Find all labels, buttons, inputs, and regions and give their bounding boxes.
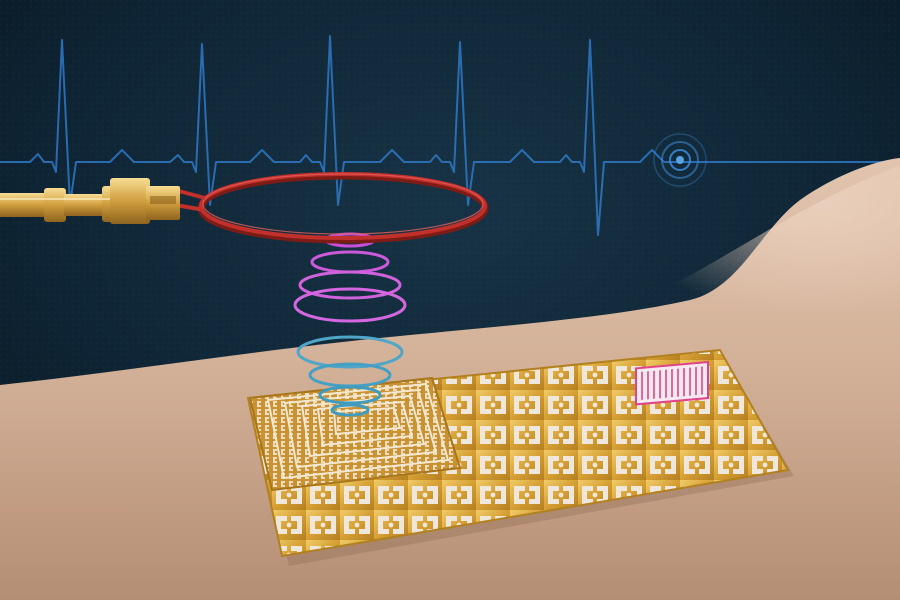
skin-highlight (560, 165, 900, 353)
sensor-patch (246, 348, 794, 566)
heater-grid (635, 360, 709, 406)
target-rings-icon (653, 133, 707, 187)
transmitter-antenna (174, 172, 489, 244)
coax-connector (0, 178, 180, 224)
ecg-trace (0, 35, 900, 236)
